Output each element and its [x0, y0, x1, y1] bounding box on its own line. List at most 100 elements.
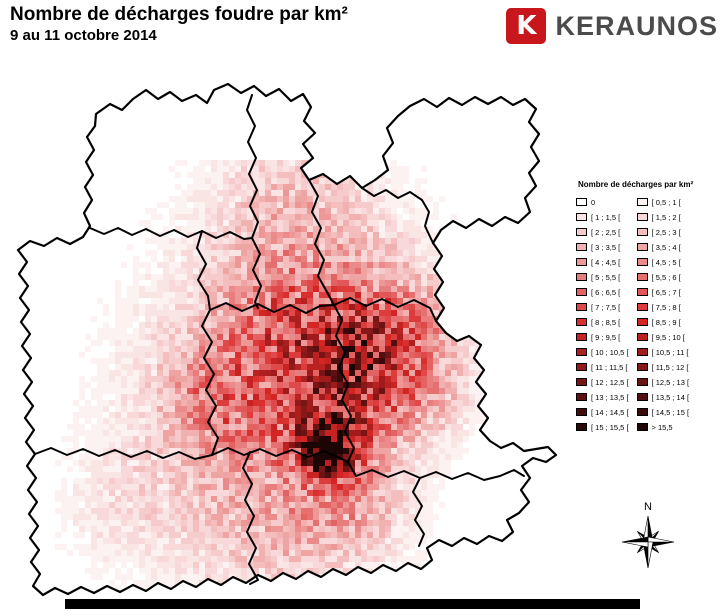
legend-item-label: > 15,5 [651, 422, 673, 432]
legend-swatch [636, 258, 648, 266]
legend-swatch [636, 393, 648, 401]
legend-item-label: [ 6,5 ; 7 [ [651, 287, 681, 297]
legend-item-label: [ 2 ; 2,5 [ [591, 227, 621, 237]
legend-item: [ 12,5 ; 13 [ [636, 376, 690, 388]
legend-item-label: [ 12 ; 12,5 [ [591, 377, 629, 387]
legend-column: [ 0,5 ; 1 [ [ 1,5 ; 2 [ [ 2,5 ; 3 [ [ 3,5 ;… [636, 196, 690, 433]
legend-item-label: [ 3 ; 3,5 [ [591, 242, 621, 252]
legend-swatch [636, 378, 648, 386]
legend-item-label: [ 1,5 ; 2 [ [651, 212, 681, 222]
brand: K KERAUNOS [506, 8, 718, 44]
legend-item-label: [ 13,5 ; 14 [ [651, 392, 690, 402]
legend-item-label: [ 3,5 ; 4 [ [651, 242, 681, 252]
legend-item: [ 12 ; 12,5 [ [576, 376, 629, 388]
legend-item-label: [ 10 ; 10,5 [ [591, 347, 629, 357]
legend-swatch [576, 423, 587, 431]
legend: Nombre de décharges par km² 0 [ 1 ; 1,5 [… [576, 180, 726, 433]
legend-item: [ 8 ; 8,5 [ [576, 316, 629, 328]
legend-title: Nombre de décharges par km² [578, 180, 694, 189]
legend-item: > 15,5 [636, 421, 690, 433]
legend-item-label: [ 11,5 ; 12 [ [651, 362, 689, 372]
legend-item-label: [ 14 ; 14,5 [ [591, 407, 629, 417]
legend-item-label: [ 11 ; 11,5 [ [591, 362, 628, 372]
legend-item: [ 9 ; 9,5 [ [576, 331, 629, 343]
legend-item: [ 13,5 ; 14 [ [636, 391, 690, 403]
legend-item: [ 7 ; 7,5 [ [576, 301, 629, 313]
department-borders [16, 82, 558, 597]
legend-item-label: [ 4,5 ; 5 [ [651, 257, 681, 267]
legend-item-label: [ 5,5 ; 6 [ [651, 272, 681, 282]
legend-swatch [576, 378, 587, 386]
legend-item: [ 4 ; 4,5 [ [576, 256, 629, 268]
legend-swatch [576, 243, 587, 251]
legend-item: [ 0,5 ; 1 [ [636, 196, 690, 208]
legend-swatch [576, 228, 587, 236]
keraunos-logo-icon: K [506, 8, 547, 44]
legend-swatch [636, 273, 648, 281]
legend-item: [ 14 ; 14,5 [ [576, 406, 629, 418]
legend-swatch [576, 318, 587, 326]
legend-swatch [576, 213, 587, 221]
legend-item-label: [ 15 ; 15,5 [ [591, 422, 629, 432]
legend-swatch [576, 303, 587, 311]
legend-item: [ 11,5 ; 12 [ [636, 361, 690, 373]
legend-swatch [636, 423, 648, 431]
legend-item-label: [ 12,5 ; 13 [ [651, 377, 690, 387]
legend-item: [ 5,5 ; 6 [ [636, 271, 690, 283]
legend-item-label: 0 [591, 197, 596, 207]
legend-swatch [576, 393, 587, 401]
header: Nombre de décharges foudre par km² 9 au … [10, 4, 348, 46]
legend-item-label: [ 9 ; 9,5 [ [591, 332, 621, 342]
legend-item-label: [ 1 ; 1,5 [ [591, 212, 621, 222]
legend-swatch [636, 303, 648, 311]
legend-swatch [576, 348, 587, 356]
page-title: Nombre de décharges foudre par km² [10, 4, 348, 25]
legend-item-label: [ 5 ; 5,5 [ [591, 272, 621, 282]
legend-item-label: [ 10,5 ; 11 [ [651, 347, 689, 357]
legend-swatch [576, 408, 587, 416]
legend-item: [ 9,5 ; 10 [ [636, 331, 690, 343]
legend-swatch [576, 363, 587, 371]
brand-name: KERAUNOS [555, 10, 718, 41]
legend-item: [ 1,5 ; 2 [ [636, 211, 690, 223]
legend-item: [ 8,5 ; 9 [ [636, 316, 690, 328]
legend-swatch [636, 288, 648, 296]
legend-item-label: [ 8 ; 8,5 [ [591, 317, 621, 327]
legend-swatch [576, 198, 587, 206]
legend-swatch [576, 258, 587, 266]
legend-swatch [636, 213, 648, 221]
legend-item: [ 4,5 ; 5 [ [636, 256, 690, 268]
legend-swatch [576, 288, 587, 296]
legend-swatch [636, 408, 648, 416]
legend-item-label: [ 9,5 ; 10 [ [651, 332, 685, 342]
legend-item: [ 6 ; 6,5 [ [576, 286, 629, 298]
legend-item: [ 10,5 ; 11 [ [636, 346, 690, 358]
legend-item-label: [ 4 ; 4,5 [ [591, 257, 621, 267]
legend-item: [ 1 ; 1,5 [ [576, 211, 629, 223]
legend-item: [ 3,5 ; 4 [ [636, 241, 690, 253]
page-subtitle: 9 au 11 octobre 2014 [10, 26, 157, 44]
legend-column: 0 [ 1 ; 1,5 [ [ 2 ; 2,5 [ [ 3 ; 3,5 [ [ 4 ; … [576, 196, 629, 433]
legend-swatch [636, 243, 648, 251]
legend-item: [ 15 ; 15,5 [ [576, 421, 629, 433]
legend-swatch [636, 363, 648, 371]
legend-swatch [636, 318, 648, 326]
legend-item: [ 5 ; 5,5 [ [576, 271, 629, 283]
legend-item-label: [ 13 ; 13,5 [ [591, 392, 629, 402]
legend-item: [ 13 ; 13,5 [ [576, 391, 629, 403]
legend-item-label: [ 8,5 ; 9 [ [651, 317, 681, 327]
legend-item: [ 7,5 ; 8 [ [636, 301, 690, 313]
legend-swatch [576, 333, 587, 341]
legend-item-label: [ 7,5 ; 8 [ [651, 302, 681, 312]
legend-item: [ 10 ; 10,5 [ [576, 346, 629, 358]
legend-item: [ 6,5 ; 7 [ [636, 286, 690, 298]
compass-north-label: N [644, 501, 652, 513]
legend-columns: 0 [ 1 ; 1,5 [ [ 2 ; 2,5 [ [ 3 ; 3,5 [ [ 4 ; … [576, 196, 726, 433]
legend-swatch [636, 348, 648, 356]
legend-item: [ 3 ; 3,5 [ [576, 241, 629, 253]
legend-item: [ 14,5 ; 15 [ [636, 406, 689, 418]
legend-item-label: [ 0,5 ; 1 [ [651, 197, 681, 207]
legend-item-label: [ 2,5 ; 3 [ [651, 227, 681, 237]
legend-item-label: [ 7 ; 7,5 [ [591, 302, 621, 312]
